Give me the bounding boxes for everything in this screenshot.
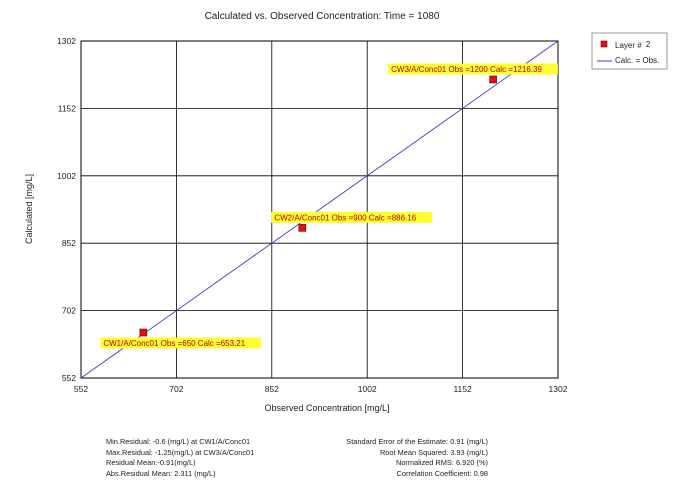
plot-area-frame [80,40,559,379]
data-point-label: CW2/A/Conc01 Obs =900 Calc =886.16 [271,211,433,223]
y-axis-label: Calculated [mg/L] [24,174,34,244]
data-points [139,75,497,337]
data-label-background [271,211,433,223]
legend-marker-square [600,40,608,48]
residual-stats: Min.Residual: -0.6 (mg/L) at CW1/A/Conc0… [106,437,254,479]
stat-line: Min.Residual: -0.6 (mg/L) at CW1/A/Conc0… [106,437,251,446]
x-tick-label: 702 [169,384,183,394]
x-tick-label: 1302 [549,384,568,394]
x-tick-label: 552 [74,384,88,394]
data-point [489,75,497,84]
x-tick-labels: 552 702 852 1002 1152 1302 [74,384,568,394]
x-tick-label: 852 [265,384,279,394]
data-label-text: CW3/A/Conc01 Obs =1200 Calc =1216.39 [391,65,542,74]
data-point [139,328,148,337]
legend-layer-number: 2 [646,40,651,49]
y-tick-label: 1302 [57,36,76,46]
y-tick-label: 1152 [58,103,77,113]
y-tick-label: 852 [62,238,76,248]
stat-line: Normalized RMS: 6.920 (%) [395,458,488,468]
data-point-label: CW1/A/Conc01 Obs =650 Calc =653.21 [100,337,262,349]
legend-layer-text: Layer # [615,41,642,50]
data-point-labels: CW1/A/Conc01 Obs =650 Calc =653.21 CW2/A/… [100,63,558,349]
stat-line: Correlation Coefficient: 0.98 [396,468,488,478]
stat-line: Standard Error of the Estimate: 0.91 (mg… [346,437,488,446]
y-tick-label: 702 [62,306,76,316]
data-label-background [388,63,558,75]
calc-equals-obs-line [80,40,559,379]
y-tick-labels: 1302 1152 1002 852 702 552 [57,36,76,383]
legend-box [591,32,668,70]
x-tick-label: 1152 [453,384,472,394]
data-point [298,224,307,232]
stat-line: Root Mean Squared: 3.93 (mg/L) [379,447,488,457]
scatter-chart: Calculated vs. Observed Concentration: T… [24,11,668,413]
chart-title: Calculated vs. Observed Concentration: T… [205,11,440,22]
data-label-background [100,337,262,349]
legend: Layer # 2 Calc. = Obs. [591,32,668,70]
reference-line-layer [80,40,559,379]
stat-line: Residual Mean:-0.91(mg/L) [106,458,196,468]
data-label-text: CW2/A/Conc01 Obs =900 Calc =886.16 [274,213,416,222]
y-tick-label: 552 [62,373,76,383]
y-tick-label: 1002 [57,171,76,181]
error-stats: Standard Error of the Estimate: 0.91 (mg… [300,437,488,479]
stat-line: Abs.Residual Mean: 2.311 (mg/L) [106,468,216,478]
stat-line: Max.Residual: -1.25(mg/L) at CW3/A/Conc0… [106,447,255,457]
data-point-label: CW3/A/Conc01 Obs =1200 Calc =1216.39 [388,63,558,75]
grid-lines [81,41,558,378]
legend-layer-label: Layer # 2 [615,40,651,50]
x-tick-label: 1002 [358,384,377,394]
x-axis-label: Observed Concentration [mg/L] [264,403,389,413]
legend-line-label: Calc. = Obs. [615,56,659,65]
data-label-text: CW1/A/Conc01 Obs =650 Calc =653.21 [103,339,245,348]
